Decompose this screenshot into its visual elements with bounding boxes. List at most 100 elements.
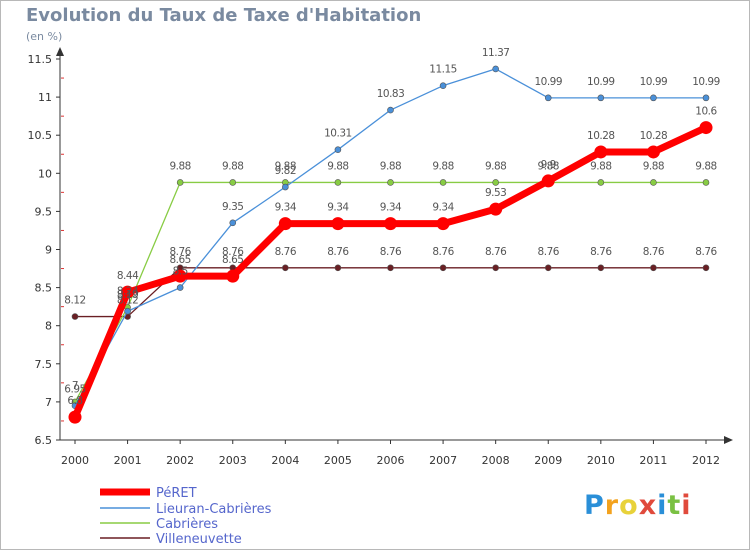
data-label: 7	[72, 380, 78, 392]
y-tick-label: 7.5	[35, 358, 53, 371]
data-point	[176, 284, 184, 291]
logo-letter: P	[584, 490, 605, 521]
series-villeneuvette	[71, 264, 710, 320]
data-label: 10.99	[587, 76, 615, 88]
data-point	[541, 174, 555, 188]
data-label: 11.15	[429, 64, 457, 76]
x-tick-label: 2001	[114, 454, 142, 467]
data-label: 9.88	[538, 160, 559, 172]
data-point	[699, 121, 713, 135]
data-point	[387, 179, 394, 186]
data-label: 9.88	[222, 160, 243, 172]
data-point	[282, 264, 289, 272]
data-label: 10.99	[692, 76, 720, 88]
x-tick-label: 2006	[377, 454, 405, 467]
data-point	[387, 264, 394, 272]
legend-item-cabrieres: Cabrières	[100, 517, 218, 532]
data-point	[544, 264, 552, 272]
data-label: 9.88	[695, 160, 716, 172]
data-label: 9.34	[432, 202, 454, 214]
x-tick-label: 2003	[219, 454, 247, 467]
data-label: 9.88	[485, 160, 506, 172]
data-point	[229, 219, 237, 227]
data-label: 11.37	[482, 47, 510, 59]
y-tick-label: 10	[38, 167, 52, 180]
x-tick-label: 2004	[271, 454, 299, 467]
x-tick-label: 2012	[692, 454, 720, 467]
data-point	[597, 179, 605, 186]
data-label: 9.35	[222, 201, 243, 213]
data-label: 9.34	[327, 202, 349, 214]
data-point	[334, 264, 342, 272]
data-point	[331, 217, 345, 231]
logo-letter: r	[604, 490, 620, 521]
data-point	[439, 82, 447, 89]
data-label: 8.76	[327, 246, 349, 258]
y-tick-label: 11.5	[28, 53, 53, 66]
x-tick-label: 2010	[587, 454, 615, 467]
series-peret	[68, 121, 713, 424]
legend-label: Lieuran-Cabrières	[156, 502, 272, 517]
data-point	[71, 313, 79, 320]
data-point	[594, 145, 608, 159]
data-label: 9.53	[485, 187, 506, 199]
data-label: 8.12	[64, 295, 85, 307]
data-label: 8.76	[695, 246, 717, 258]
series-line-lieuran-cabrieres	[74, 68, 706, 407]
data-point	[597, 94, 605, 102]
data-point	[226, 269, 240, 283]
data-label: 8.44	[117, 270, 139, 282]
data-point	[384, 217, 397, 231]
series-lieuran-cabrieres	[71, 65, 710, 410]
data-label: 8.76	[169, 246, 191, 258]
data-label: 8.76	[643, 246, 665, 258]
y-tick-label: 10.5	[28, 129, 53, 142]
x-tick-label: 2002	[166, 454, 194, 467]
logo-letter: i	[657, 490, 668, 521]
y-tick-label: 8.5	[35, 282, 53, 295]
y-tick-label: 11	[38, 91, 52, 104]
data-point	[650, 264, 657, 272]
data-label: 8.65	[222, 254, 243, 266]
data-point	[176, 179, 184, 186]
axes: 6.5 7 7.5 8 8.5 9 9.5 10 10.5 11 11.5 2000 2001 2002 2…	[28, 47, 733, 467]
legend-label: Cabrières	[156, 517, 218, 532]
data-point	[646, 145, 660, 159]
data-point	[597, 264, 605, 272]
data-labels: 8.12 8.12 8.76 8.76 8.76 8.76 8.76 8.76 8.76 8.76…	[64, 47, 720, 407]
y-tick-label: 6.5	[35, 434, 53, 447]
data-point	[282, 183, 289, 191]
data-point	[492, 65, 499, 73]
data-label: 10.99	[534, 76, 562, 88]
data-point	[702, 179, 710, 186]
data-label: 8.65	[169, 254, 190, 266]
data-label: 9.34	[275, 202, 297, 214]
legend-item-lieuran-cabrieres: Lieuran-Cabrières	[100, 502, 272, 517]
legend-item-peret: PéRET	[100, 486, 197, 501]
data-point	[702, 264, 710, 272]
logo-letter: i	[681, 490, 692, 521]
data-point	[436, 217, 450, 231]
x-axis-arrow	[724, 436, 733, 444]
data-label: 10.31	[324, 128, 352, 140]
data-point	[387, 106, 394, 114]
data-label: 9.88	[275, 160, 296, 172]
data-point	[121, 285, 135, 299]
data-label: 8.76	[222, 246, 244, 258]
data-label: 8.76	[380, 246, 402, 258]
y-tick-label: 7	[45, 396, 52, 409]
y-unit-label: (en %)	[26, 30, 63, 43]
series-lines	[68, 65, 713, 424]
data-point	[173, 269, 187, 283]
series-cabrieres	[71, 179, 710, 406]
data-point	[439, 264, 447, 272]
data-label: 10.6	[695, 106, 717, 118]
data-label: 9.34	[380, 202, 402, 214]
data-label: 8.76	[538, 246, 560, 258]
data-label: 9.82	[275, 165, 296, 177]
data-label: 8.76	[590, 246, 612, 258]
data-point	[492, 264, 499, 272]
proxiti-logo: Proxiti	[584, 490, 692, 521]
data-label: 8.24	[117, 285, 139, 297]
